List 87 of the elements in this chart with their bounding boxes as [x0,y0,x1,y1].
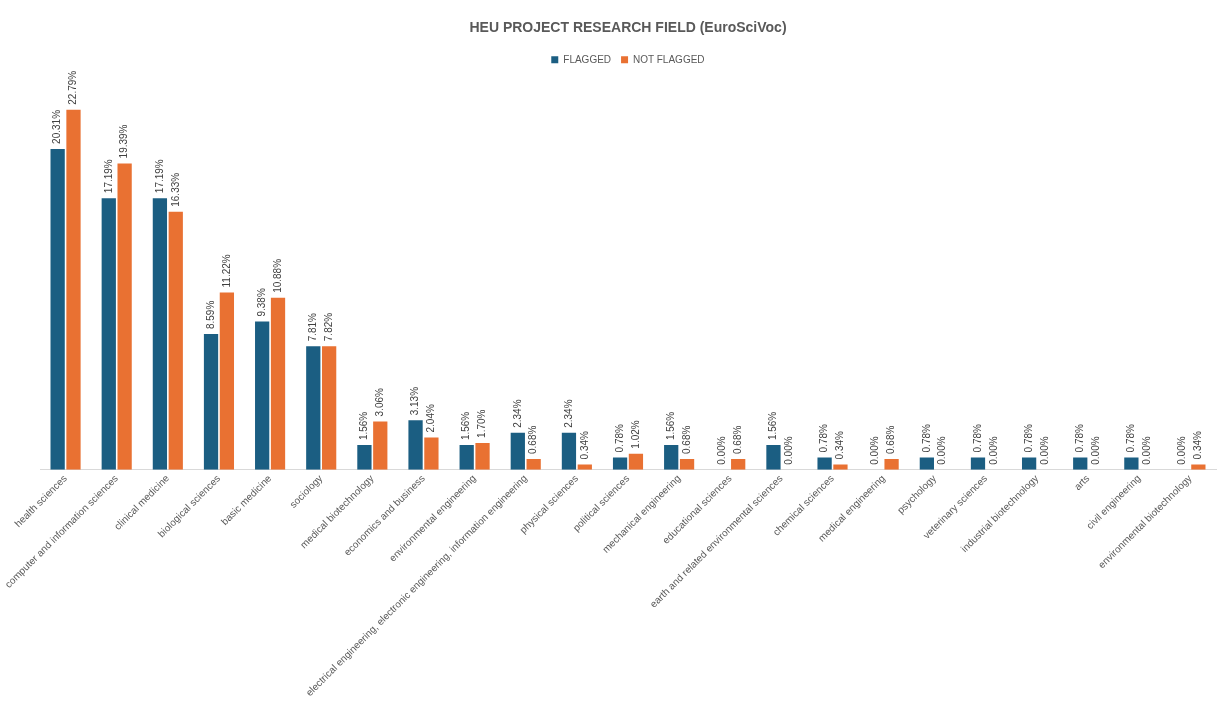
bar [475,442,490,470]
bar [357,445,372,470]
bar [884,459,899,470]
bar [373,421,388,470]
data-label: 10.88% [271,258,283,293]
data-label: 0.78% [1074,423,1085,453]
data-label: 0.00% [936,436,948,465]
data-label: 1.56% [358,411,370,441]
bar [152,198,168,470]
data-label: 0.78% [920,423,932,453]
data-label: 0.78% [818,423,830,453]
bar [424,437,439,470]
bar [255,321,270,470]
data-label: 0.34% [834,430,846,460]
data-label: 0.34% [578,430,590,460]
data-label: 1.56% [460,411,472,441]
bar [766,445,781,470]
data-label: 0.78% [1022,423,1034,453]
data-label: 0.68% [885,425,897,455]
bar [219,292,235,470]
data-label: 0.78% [971,423,983,453]
data-label: 2.34% [511,399,523,428]
legend-label: NOT FLAGGED [633,53,705,65]
data-label: 1.70% [476,409,488,438]
data-label: 0.00% [869,436,881,465]
x-tick-label: arts [1071,472,1092,493]
bar [628,453,644,470]
data-label: 0.00% [1038,436,1050,465]
bar [270,297,286,470]
data-label: 20.31% [51,109,63,144]
bar [731,459,746,470]
data-label: 1.56% [767,411,779,441]
data-label: 2.04% [425,404,437,433]
data-label: 1.02% [629,420,641,449]
bar [117,163,132,470]
data-label: 0.68% [527,425,539,455]
bar [50,148,65,470]
bar [577,464,592,470]
data-label: 3.13% [409,386,421,416]
data-label: 11.22% [220,254,232,288]
bar [66,109,81,470]
bar [679,459,695,470]
data-label: 8.59% [204,300,216,330]
data-label: 7.81% [307,312,319,342]
data-label: 17.19% [153,159,165,194]
bar [664,445,679,470]
bar [612,457,628,470]
data-label: 0.00% [987,436,999,465]
bar [817,457,832,470]
bar [203,334,219,470]
legend-label: FLAGGED [563,53,612,65]
bar [970,457,986,470]
data-label: 0.68% [731,425,743,455]
data-label: 0.00% [1176,436,1188,465]
bar [1124,457,1139,470]
bar [510,432,525,470]
bar [1021,457,1037,470]
bar [1073,457,1088,470]
bar [459,445,474,470]
data-label: 9.38% [255,288,267,317]
bar [322,346,337,470]
data-label: 0.00% [783,436,795,465]
data-label: 3.06% [374,387,386,417]
data-label: 16.33% [169,172,181,207]
bar [833,464,848,470]
chart-title: HEU PROJECT RESEARCH FIELD (EuroSciVoc) [469,19,787,36]
data-label: 7.82% [322,312,334,342]
data-label: 17.19% [102,159,114,194]
bar [101,198,116,470]
data-label: 0.78% [1125,423,1137,453]
bar [561,432,577,470]
data-label: 0.00% [716,436,728,465]
bar [1191,464,1206,470]
bar [408,420,423,470]
bar [919,457,934,470]
data-label: 0.68% [680,425,692,455]
data-label: 0.78% [613,423,625,453]
data-label: 2.34% [562,399,574,428]
bar [306,346,321,470]
bar [526,459,541,470]
data-label: 19.39% [118,124,130,159]
data-label: 0.34% [1192,430,1204,460]
data-label: 1.56% [664,411,676,441]
bar [168,211,183,470]
data-label: 0.00% [1140,436,1152,465]
data-label: 22.79% [67,70,79,105]
data-label: 0.00% [1089,436,1101,465]
